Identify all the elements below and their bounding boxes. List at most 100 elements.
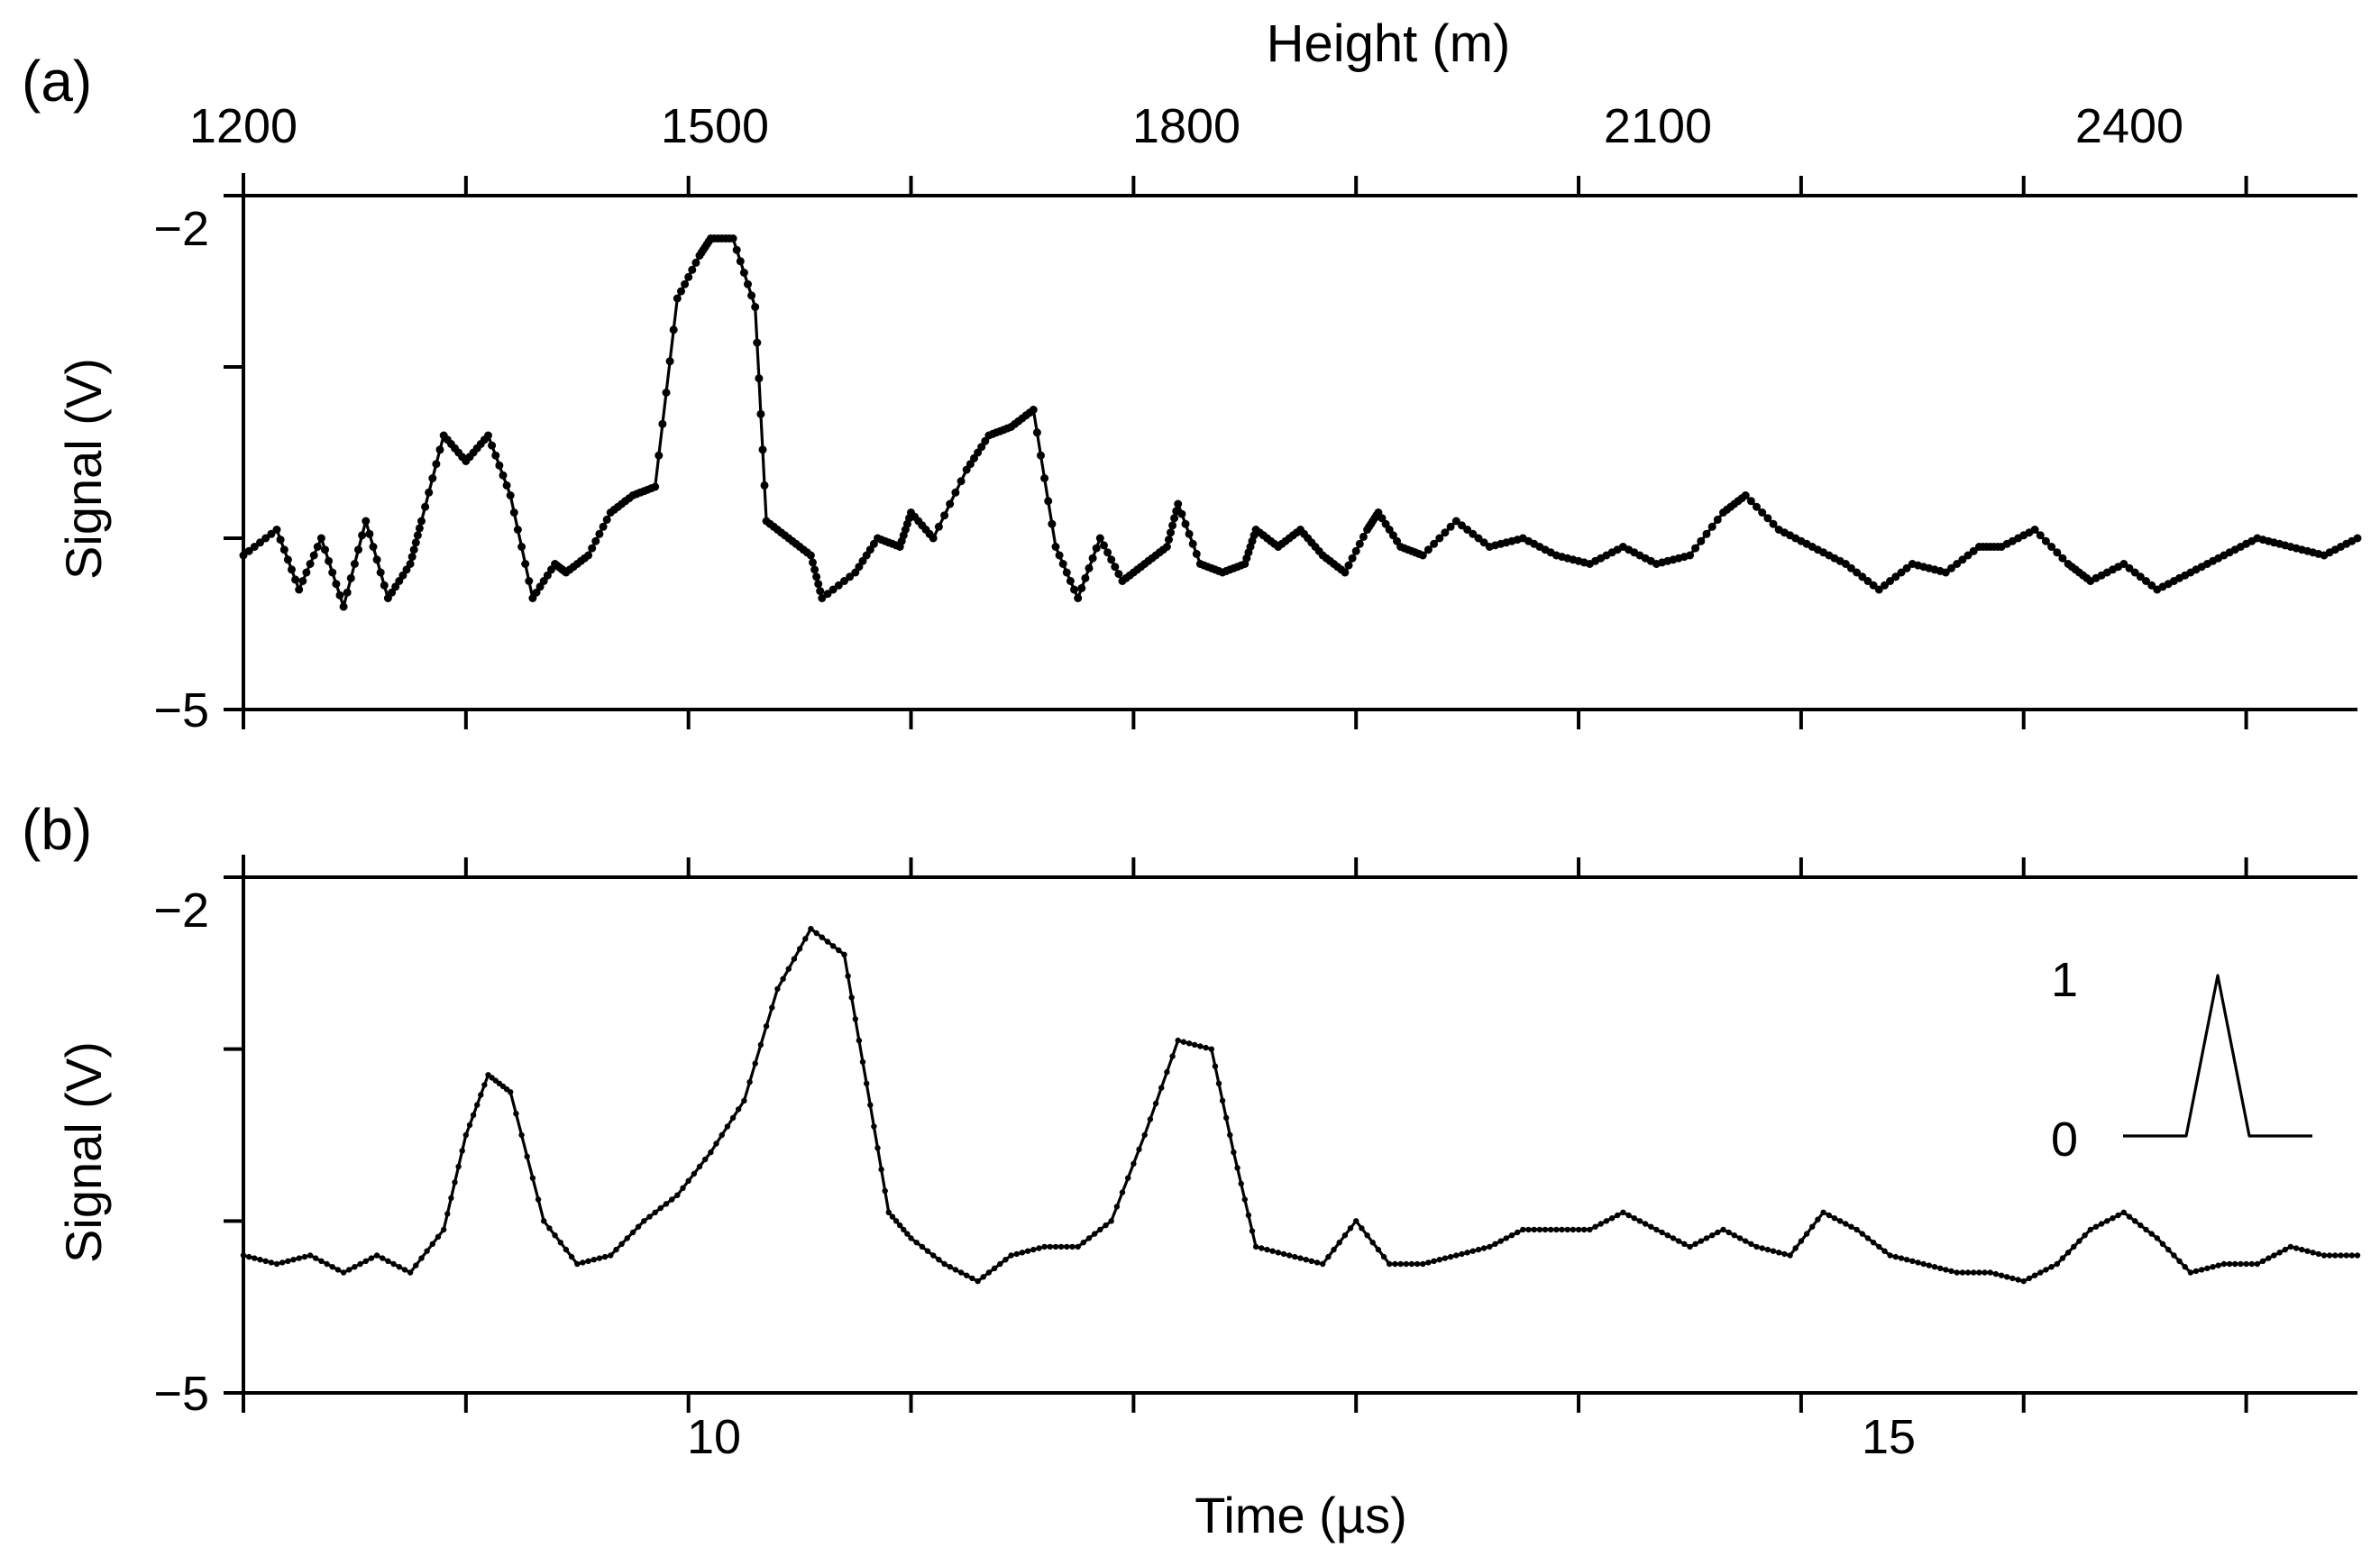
data-point bbox=[491, 451, 500, 460]
data-point bbox=[919, 1243, 926, 1250]
data-point bbox=[2031, 1272, 2038, 1278]
data-point bbox=[729, 1114, 737, 1122]
data-point bbox=[432, 460, 441, 469]
data-point bbox=[2259, 1258, 2266, 1265]
data-point bbox=[724, 1123, 731, 1130]
data-point bbox=[946, 499, 955, 508]
data-point bbox=[2210, 1264, 2216, 1270]
data-point bbox=[1846, 563, 1855, 572]
data-point bbox=[1758, 508, 1767, 517]
data-point bbox=[1223, 1114, 1230, 1122]
data-point bbox=[385, 1258, 391, 1265]
data-point bbox=[273, 1260, 280, 1268]
data-point bbox=[2248, 1260, 2255, 1268]
data-point bbox=[2132, 1218, 2138, 1224]
data-point bbox=[1848, 1223, 1854, 1230]
data-point bbox=[2348, 1252, 2355, 1259]
data-point bbox=[1431, 1258, 1437, 1265]
data-point bbox=[474, 1102, 481, 1108]
data-point bbox=[1503, 1235, 1510, 1241]
data-point bbox=[1781, 1250, 1788, 1258]
data-point bbox=[865, 545, 874, 554]
data-point bbox=[1831, 1215, 1838, 1222]
data-point bbox=[936, 1257, 942, 1263]
data-point bbox=[753, 338, 762, 347]
data-point bbox=[785, 966, 792, 972]
panel-a-ylabel: Signal (V) bbox=[55, 358, 112, 580]
data-point bbox=[543, 571, 552, 580]
data-point bbox=[517, 543, 526, 551]
data-point bbox=[1941, 568, 1950, 577]
data-point bbox=[1136, 1146, 1142, 1153]
data-point bbox=[1926, 1262, 1932, 1268]
panel-b-xtick-label: 10 bbox=[687, 1410, 741, 1464]
data-point bbox=[1125, 1175, 1131, 1181]
data-point bbox=[279, 1259, 286, 1266]
data-point bbox=[1697, 536, 1706, 545]
data-point bbox=[930, 1252, 937, 1259]
data-point bbox=[2125, 563, 2134, 572]
data-point bbox=[2030, 526, 2039, 534]
data-point bbox=[557, 1240, 563, 1246]
data-point bbox=[674, 1192, 681, 1198]
data-point bbox=[509, 508, 518, 517]
data-point bbox=[596, 1255, 603, 1261]
data-point bbox=[1964, 551, 1973, 560]
data-point bbox=[758, 445, 767, 454]
panel-b-xtick-label: 15 bbox=[1862, 1410, 1916, 1464]
data-point bbox=[980, 1274, 987, 1280]
data-point bbox=[2147, 581, 2156, 590]
data-point bbox=[2165, 1246, 2172, 1253]
data-point bbox=[568, 1253, 575, 1260]
data-point bbox=[1475, 1246, 1482, 1253]
data-point bbox=[1114, 570, 1123, 579]
data-point bbox=[1100, 541, 1108, 550]
data-point bbox=[809, 558, 817, 567]
data-point bbox=[1731, 1232, 1738, 1239]
data-point bbox=[1231, 1149, 1237, 1156]
data-point bbox=[1414, 1260, 1421, 1268]
data-point bbox=[1103, 548, 1112, 557]
data-point bbox=[829, 943, 837, 949]
data-point bbox=[2136, 572, 2145, 582]
inset-kernel-line bbox=[2123, 974, 2312, 1138]
data-point bbox=[1859, 1231, 1865, 1237]
data-point bbox=[1095, 534, 1104, 543]
data-point bbox=[691, 258, 700, 267]
data-point bbox=[2343, 1252, 2349, 1259]
data-point bbox=[1686, 551, 1694, 560]
data-point bbox=[1420, 1260, 1426, 1268]
data-point bbox=[2110, 1215, 2116, 1222]
data-point bbox=[1344, 561, 1353, 570]
data-point bbox=[1044, 497, 1053, 506]
data-point bbox=[2315, 1250, 2321, 1258]
data-point bbox=[1992, 1270, 2000, 1278]
data-point bbox=[1820, 1209, 1826, 1216]
data-point bbox=[2020, 1278, 2027, 1285]
top-tick-label: 1800 bbox=[1132, 99, 1240, 153]
data-point bbox=[521, 560, 530, 568]
data-point bbox=[1564, 1226, 1570, 1233]
data-point bbox=[1897, 568, 1906, 577]
data-point bbox=[1052, 1243, 1059, 1250]
data-point bbox=[246, 1253, 252, 1260]
data-point bbox=[1603, 1218, 1610, 1224]
data-point bbox=[763, 1023, 770, 1030]
data-point bbox=[882, 1187, 888, 1195]
data-point bbox=[940, 511, 949, 520]
panel-b-ytick-label: −2 bbox=[153, 884, 209, 938]
data-point bbox=[1615, 1212, 1621, 1219]
data-point bbox=[1364, 1232, 1370, 1239]
data-point bbox=[2171, 1252, 2177, 1259]
data-point bbox=[1264, 1246, 1270, 1253]
data-point bbox=[452, 1179, 458, 1186]
data-point bbox=[646, 1213, 653, 1220]
data-point bbox=[2320, 1252, 2328, 1259]
data-point bbox=[1252, 1243, 1259, 1250]
data-point bbox=[1192, 549, 1201, 558]
data-point bbox=[991, 1265, 998, 1272]
data-point bbox=[1168, 521, 1177, 530]
data-point bbox=[1915, 1259, 1921, 1266]
data-point bbox=[1741, 491, 1750, 499]
data-point bbox=[1843, 1221, 1849, 1227]
